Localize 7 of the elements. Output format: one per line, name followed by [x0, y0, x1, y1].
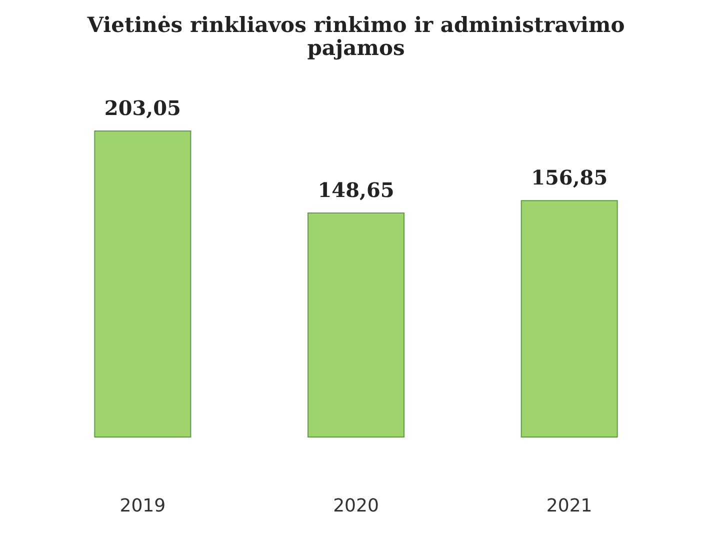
data-label: 203,05	[104, 96, 181, 120]
x-tick-label: 2020	[333, 496, 379, 516]
x-tick-label: 2021	[546, 496, 592, 516]
x-tick-label: 2019	[120, 496, 166, 516]
chart-title: Vietinės rinkliavos rinkimo ir administravimo pajamos	[86, 12, 625, 60]
data-label: 148,65	[318, 178, 394, 202]
data-label: 156,85	[531, 166, 608, 190]
